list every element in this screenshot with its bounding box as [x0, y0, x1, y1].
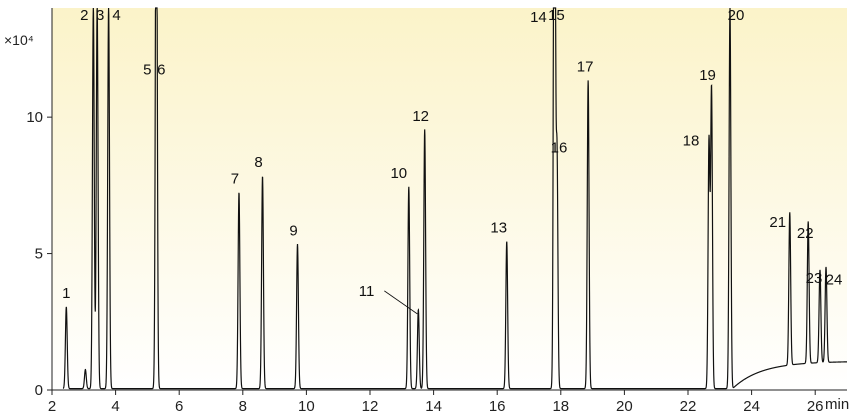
x-tick-label: 18	[552, 398, 569, 415]
x-unit-label: min	[825, 396, 849, 413]
peak-label: 24	[826, 272, 843, 289]
y-tick-label: 10	[26, 109, 43, 126]
peak-label: 4	[112, 7, 120, 24]
x-tick-label: 2	[48, 398, 56, 415]
y-tick-label: 0	[35, 382, 43, 399]
peak-label: 6	[157, 61, 165, 78]
peak-label: 20	[728, 7, 745, 24]
peak-label: 22	[797, 225, 814, 242]
x-tick-label: 10	[298, 398, 315, 415]
peak-label: 16	[551, 140, 568, 157]
peak-label: 7	[231, 171, 239, 188]
x-tick-label: 4	[111, 398, 119, 415]
plot-background	[52, 8, 847, 390]
peak-label: 13	[490, 220, 507, 237]
x-tick-label: 14	[425, 398, 442, 415]
trace-group	[62, 7, 847, 390]
peak-label: 23	[806, 270, 823, 287]
x-tick-label: 16	[489, 398, 506, 415]
peak-label: 8	[254, 154, 262, 171]
peak-label: 15	[548, 7, 565, 24]
peak-11-leader-line	[384, 290, 418, 315]
x-tick-label: 6	[175, 398, 183, 415]
peak-label: 21	[769, 214, 786, 231]
x-tick-label: 8	[239, 398, 247, 415]
peak-label: 17	[577, 59, 594, 76]
peak-label: 5	[143, 61, 151, 78]
peak-label: 3	[96, 7, 104, 24]
x-tick-label: 22	[680, 398, 697, 415]
peak-label: 19	[699, 67, 716, 84]
peak-label: 9	[289, 222, 297, 239]
peak-label: 18	[683, 133, 700, 150]
x-tick-label: 20	[616, 398, 633, 415]
y-multiplier-label: ×10⁴	[4, 32, 34, 48]
peak-label: 11	[359, 283, 375, 300]
chromatogram-trace	[62, 7, 847, 390]
peak-label: 14	[530, 9, 547, 26]
peak-label: 2	[80, 7, 88, 24]
x-tick-label: 26	[807, 398, 824, 415]
peak-label: 10	[390, 165, 407, 182]
x-tick-label: 12	[362, 398, 379, 415]
y-tick-label: 5	[35, 246, 43, 263]
peak-label: 12	[412, 108, 429, 125]
peak-label: 1	[62, 285, 70, 302]
x-tick-label: 24	[743, 398, 760, 415]
